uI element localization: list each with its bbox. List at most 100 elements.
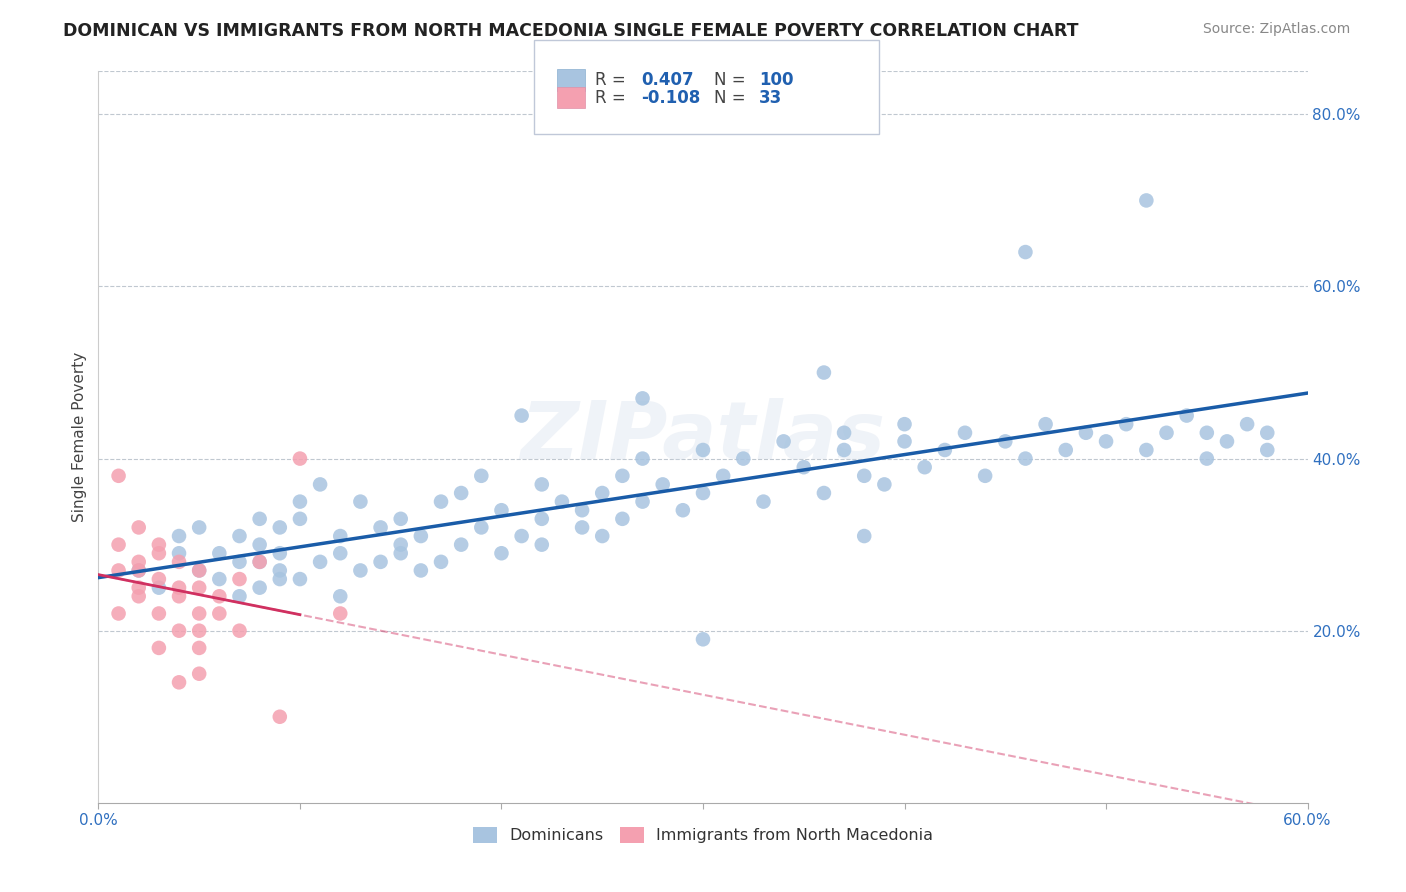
Point [530, 512, 553, 526]
Point [612, 468, 634, 483]
Point [148, 581, 170, 595]
Point [1054, 442, 1077, 457]
Point [631, 392, 654, 406]
Point [1014, 245, 1036, 260]
Point [329, 546, 352, 560]
Point [450, 486, 472, 500]
Point [188, 564, 211, 578]
Text: 0.407: 0.407 [641, 70, 693, 89]
Point [994, 434, 1017, 449]
Point [148, 538, 170, 552]
Point [893, 434, 915, 449]
Y-axis label: Single Female Poverty: Single Female Poverty [72, 352, 87, 522]
Point [128, 520, 150, 534]
Point [269, 710, 291, 724]
Point [1035, 417, 1057, 432]
Point [612, 512, 634, 526]
Point [813, 486, 835, 500]
Point [470, 468, 492, 483]
Point [269, 520, 291, 534]
Point [228, 555, 250, 569]
Point [309, 477, 332, 491]
Point [329, 607, 352, 621]
Point [188, 520, 211, 534]
Point [329, 529, 352, 543]
Point [631, 494, 654, 508]
Point [853, 529, 876, 543]
Text: R =: R = [595, 88, 631, 107]
Point [409, 529, 432, 543]
Point [752, 494, 775, 508]
Point [208, 572, 231, 586]
Point [1135, 194, 1157, 208]
Point [1135, 442, 1157, 457]
Point [551, 494, 574, 508]
Point [269, 564, 291, 578]
Point [167, 546, 190, 560]
Point [832, 425, 855, 440]
Point [692, 442, 714, 457]
Point [571, 503, 593, 517]
Point [167, 675, 190, 690]
Point [1115, 417, 1137, 432]
Point [269, 546, 291, 560]
Point [389, 546, 412, 560]
Point [188, 581, 211, 595]
Point [167, 624, 190, 638]
Point [228, 589, 250, 603]
Point [793, 460, 815, 475]
Point [1175, 409, 1198, 423]
Point [208, 546, 231, 560]
Point [349, 564, 371, 578]
Point [107, 468, 129, 483]
Point [167, 589, 190, 603]
Point [148, 607, 170, 621]
Point [370, 520, 392, 534]
Point [208, 607, 231, 621]
Point [914, 460, 936, 475]
Text: -0.108: -0.108 [641, 88, 700, 107]
Point [430, 494, 453, 508]
Legend: Dominicans, Immigrants from North Macedonia: Dominicans, Immigrants from North Macedo… [467, 821, 939, 850]
Point [1236, 417, 1258, 432]
Point [107, 538, 129, 552]
Point [591, 529, 613, 543]
Point [974, 468, 997, 483]
Point [188, 607, 211, 621]
Point [249, 581, 271, 595]
Point [249, 555, 271, 569]
Point [692, 486, 714, 500]
Text: ZIPatlas: ZIPatlas [520, 398, 886, 476]
Point [208, 589, 231, 603]
Point [430, 555, 453, 569]
Point [1256, 442, 1278, 457]
Point [389, 512, 412, 526]
Point [491, 503, 513, 517]
Point [711, 468, 734, 483]
Point [188, 666, 211, 681]
Point [631, 451, 654, 466]
Point [450, 538, 472, 552]
Point [148, 546, 170, 560]
Text: Source: ZipAtlas.com: Source: ZipAtlas.com [1202, 22, 1350, 37]
Point [692, 632, 714, 647]
Point [188, 564, 211, 578]
Point [1195, 451, 1218, 466]
Text: N =: N = [714, 88, 751, 107]
Point [128, 555, 150, 569]
Point [128, 581, 150, 595]
Point [269, 572, 291, 586]
Point [530, 477, 553, 491]
Point [349, 494, 371, 508]
Text: DOMINICAN VS IMMIGRANTS FROM NORTH MACEDONIA SINGLE FEMALE POVERTY CORRELATION C: DOMINICAN VS IMMIGRANTS FROM NORTH MACED… [63, 22, 1078, 40]
Point [733, 451, 755, 466]
Point [228, 624, 250, 638]
Point [470, 520, 492, 534]
Point [1095, 434, 1118, 449]
Text: R =: R = [595, 70, 631, 89]
Point [1195, 425, 1218, 440]
Point [128, 589, 150, 603]
Point [510, 409, 533, 423]
Point [288, 572, 311, 586]
Point [288, 512, 311, 526]
